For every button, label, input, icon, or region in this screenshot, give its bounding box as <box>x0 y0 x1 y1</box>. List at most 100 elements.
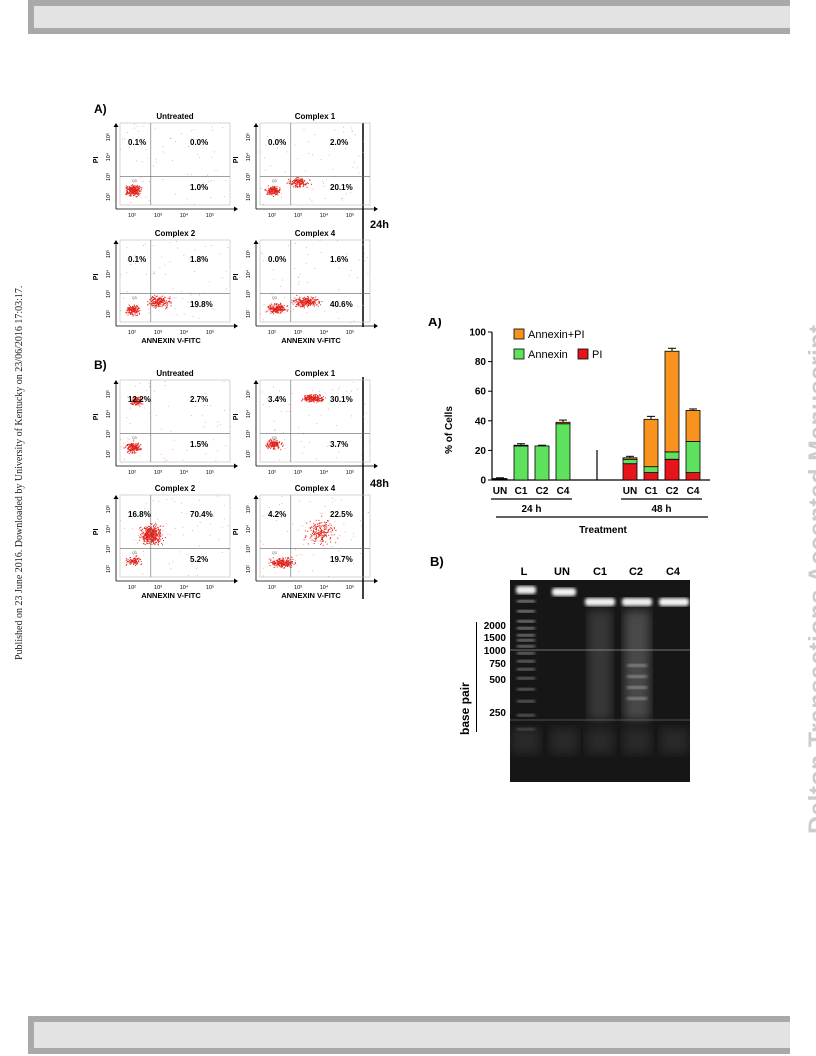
gel-marker-label: 1000 <box>483 646 506 657</box>
x-tick-label: 10⁴ <box>320 212 329 219</box>
bar-segment <box>664 458 680 481</box>
y-tick-label: 60 <box>475 387 487 398</box>
ladder-band <box>517 639 535 642</box>
y-tick-label: 10² <box>246 310 252 318</box>
well-band <box>552 588 576 596</box>
gel-lane-label: C2 <box>628 566 644 578</box>
gate-tag: Q3 <box>132 436 137 440</box>
legend-label: Annexin <box>528 349 568 361</box>
bar-segment <box>622 457 638 460</box>
dna-smear <box>588 610 612 720</box>
x-tick-label: 10⁴ <box>180 212 189 219</box>
flow-plot: Complex 2 10² 10² 10³ 10³ 10⁴ 10⁴ 10⁵ 10⁵ PI Q3 ANN… <box>93 229 238 345</box>
y-tick-label: 10⁴ <box>245 524 252 533</box>
gate-tag: Q3 <box>272 179 277 183</box>
flow-plot-title: Complex 1 <box>295 369 336 378</box>
y-tick-label: 10⁵ <box>245 505 252 513</box>
gel-lane-label: C4 <box>665 566 681 578</box>
bar-segment <box>643 472 659 481</box>
x-tick-label: C1 <box>515 486 528 497</box>
label-48h: 48h <box>370 478 389 490</box>
y-tick-label: 10³ <box>106 173 112 181</box>
gel-ylabel: base pair <box>458 682 472 735</box>
y-tick-label: 10³ <box>246 290 252 298</box>
y-tick-label: 10² <box>246 450 252 458</box>
y-tick-label: 10² <box>106 310 112 318</box>
quadrant-q1: 0.0% <box>268 138 286 147</box>
bp-bracket <box>476 622 477 732</box>
x-tick-label: 10³ <box>154 213 162 219</box>
flow-dots <box>120 381 231 463</box>
x-tick-label: 10³ <box>154 470 162 476</box>
bar-segment <box>555 421 571 425</box>
flow-dots <box>120 240 229 319</box>
group-label: 48 h <box>651 504 671 515</box>
y-tick-label: 80 <box>475 357 487 368</box>
ladder-band <box>517 677 535 680</box>
ladder-band <box>517 620 535 623</box>
well-band <box>585 598 615 606</box>
publication-note: Published on 23 June 2016. Downloaded by… <box>14 285 25 660</box>
y-tick-label: 10⁴ <box>105 409 112 418</box>
y-tick-label: 10² <box>246 565 252 573</box>
bar-segment <box>622 463 638 481</box>
flow-dots <box>260 381 370 461</box>
y-tick-label: 40 <box>475 416 487 427</box>
ladder-band <box>517 660 535 663</box>
gel-marker-label: 2000 <box>483 621 506 632</box>
quadrant-q2: 1.6% <box>330 255 348 264</box>
flow-ylabel: PI <box>93 414 100 421</box>
x-tick-label: 10⁴ <box>180 469 189 476</box>
quadrant-q2: 1.8% <box>190 255 208 264</box>
y-tick-label: 10⁴ <box>105 524 112 533</box>
quadrant-q4: 40.6% <box>330 300 353 309</box>
y-tick-label: 10⁵ <box>105 250 112 258</box>
quadrant-q2: 22.5% <box>330 510 353 519</box>
quadrant-q2: 30.1% <box>330 395 353 404</box>
x-tick-label: 10² <box>128 213 136 219</box>
gel-lane-label: L <box>520 566 528 578</box>
gel-lane-label: UN <box>554 566 570 578</box>
gel-marker-label: 500 <box>489 675 506 686</box>
y-tick-label: 10⁴ <box>105 152 112 161</box>
y-tick-label: 20 <box>475 446 487 457</box>
flow-cytometry-figure: A) B) 24h 48h Untreated 10² 10² 10³ 10³ 10⁴ 10… <box>93 102 389 600</box>
x-tick-label: 10⁵ <box>346 329 354 336</box>
flow-plot: Complex 4 10² 10² 10³ 10³ 10⁴ 10⁴ 10⁵ 10⁵ PI Q3 ANN… <box>233 484 378 600</box>
y-tick-label: 10⁴ <box>245 269 252 278</box>
bar-segment <box>622 458 638 465</box>
x-tick-label: 10² <box>268 330 276 336</box>
panel-b-label: B) <box>94 358 107 372</box>
x-tick-label: C4 <box>687 486 700 497</box>
flow-plot-title: Untreated <box>156 112 193 121</box>
ladder-band <box>517 652 535 655</box>
flow-plot-title: Complex 1 <box>295 112 336 121</box>
ladder-band <box>517 634 535 637</box>
gate-tag: Q3 <box>272 436 277 440</box>
flow-xlabel: ANNEXIN V-FITC <box>141 591 201 600</box>
x-tick-label: 10⁵ <box>346 212 354 219</box>
quadrant-q4: 3.7% <box>330 440 348 449</box>
flow-plot: Complex 1 10² 10² 10³ 10³ 10⁴ 10⁴ 10⁵ 10⁵ PI Q3 0.0… <box>233 112 378 219</box>
gate-tag: Q3 <box>132 551 137 555</box>
header-bar <box>28 0 790 34</box>
y-tick-label: 10⁵ <box>245 133 252 141</box>
x-tick-label: 10⁵ <box>206 329 214 336</box>
ladder-band <box>517 700 535 703</box>
label-24h: 24h <box>370 219 389 231</box>
well-band <box>659 598 689 606</box>
quadrant-q2: 2.7% <box>190 395 208 404</box>
flow-xlabel: ANNEXIN V-FITC <box>141 336 201 345</box>
flow-dots <box>260 240 369 323</box>
x-tick-label: 10⁴ <box>180 584 189 591</box>
x-tick-label: C2 <box>536 486 549 497</box>
legend-swatch <box>513 348 525 360</box>
y-tick-label: 10² <box>106 450 112 458</box>
flow-xlabel: ANNEXIN V-FITC <box>281 591 341 600</box>
x-tick-label: 10⁴ <box>320 329 329 336</box>
bar-segment <box>685 410 701 442</box>
x-tick-label: 10³ <box>294 330 302 336</box>
chart-panel-label: A) <box>428 318 442 329</box>
y-axis-label: % of Cells <box>444 406 455 454</box>
flow-plot: Untreated 10² 10² 10³ 10³ 10⁴ 10⁴ 10⁵ 10⁵ PI Q3 12.… <box>93 369 238 476</box>
